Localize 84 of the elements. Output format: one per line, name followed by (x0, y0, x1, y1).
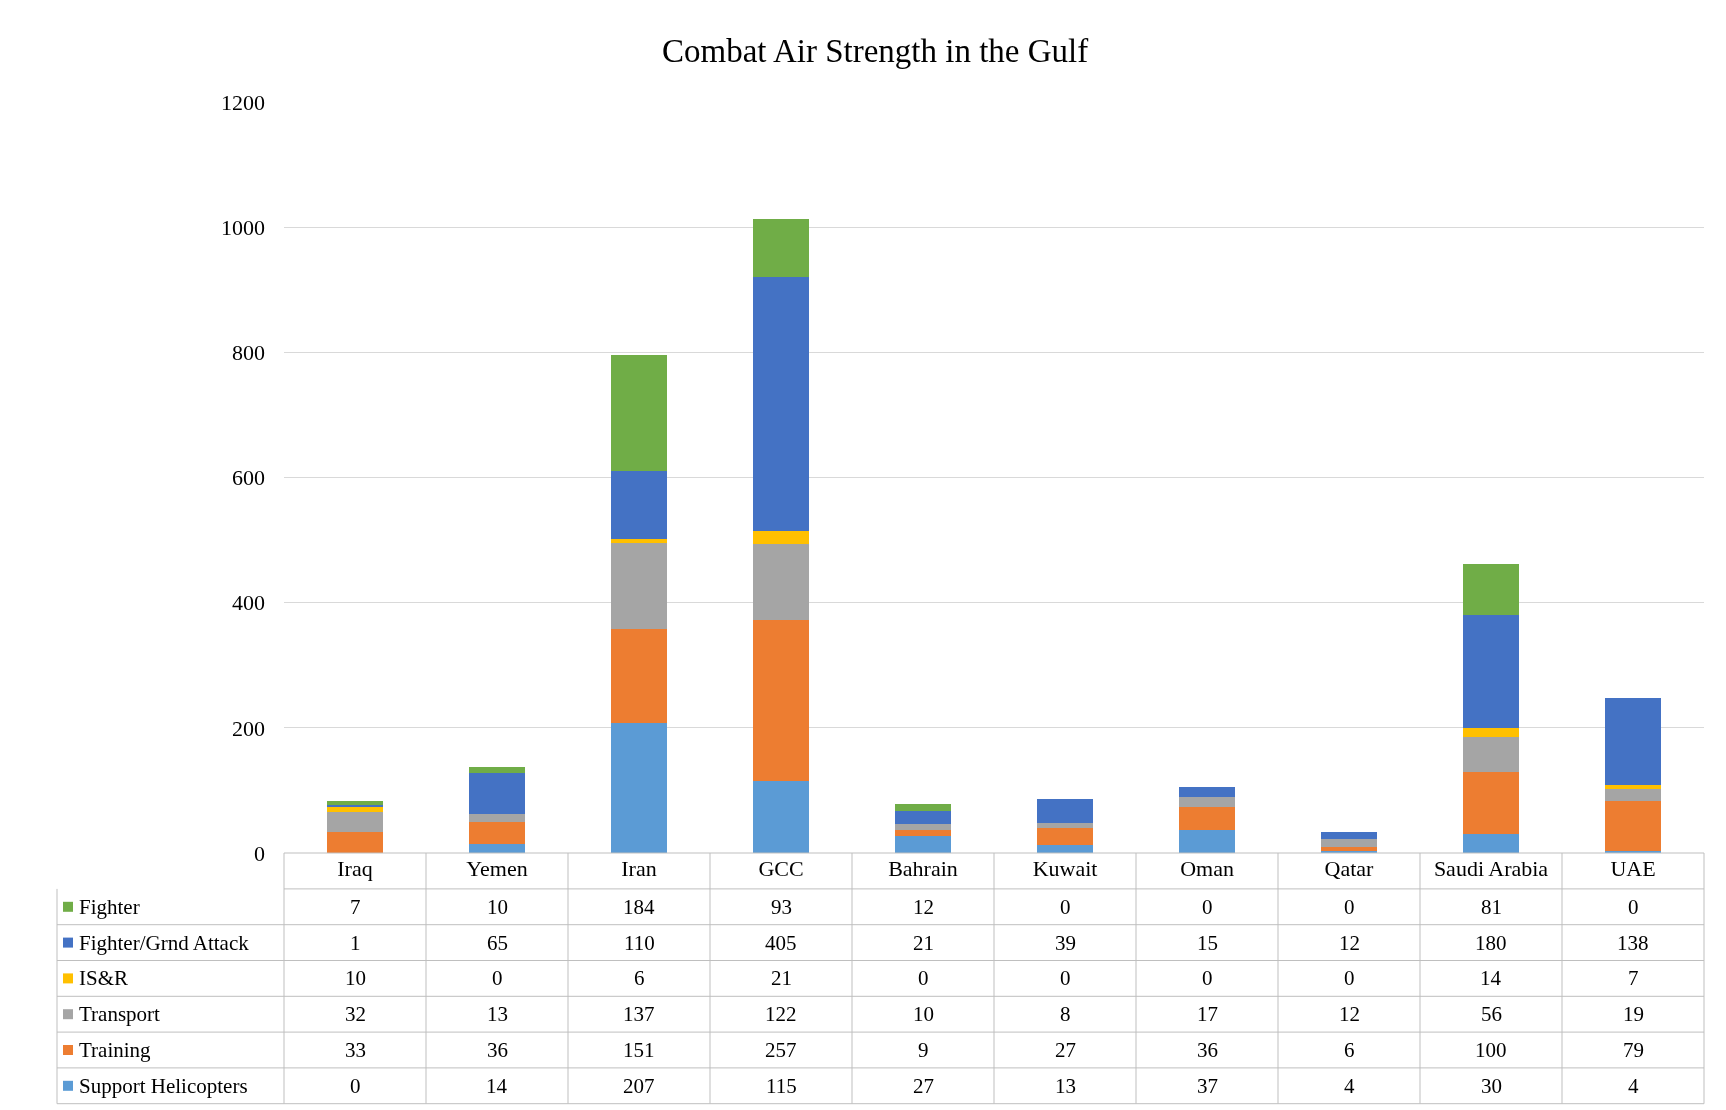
data-label: 93 (771, 895, 792, 919)
data-label: 39 (1055, 931, 1076, 955)
data-label: 12 (1339, 1002, 1360, 1026)
x-tick-label: Yemen (466, 856, 528, 881)
data-label: 13 (1055, 1074, 1076, 1098)
data-label: 10 (487, 895, 508, 919)
data-label: 0 (1202, 966, 1213, 990)
legend-label: Support Helicopters (79, 1074, 248, 1098)
data-label: 7 (1628, 966, 1639, 990)
chart-title: Combat Air Strength in the Gulf (662, 32, 1089, 69)
data-label: 37 (1197, 1074, 1218, 1098)
data-label: 6 (1344, 1038, 1355, 1062)
data-label: 115 (766, 1074, 797, 1098)
data-label: 27 (1055, 1038, 1076, 1062)
x-tick-label: Saudi Arabia (1433, 856, 1549, 881)
data-label: 36 (1197, 1038, 1218, 1062)
data-label: 6 (634, 966, 645, 990)
data-label: 122 (765, 1002, 797, 1026)
data-label: 8 (1060, 1002, 1071, 1026)
data-label: 13 (487, 1002, 508, 1026)
data-label: 0 (918, 966, 929, 990)
x-tick-label: GCC (758, 856, 804, 881)
data-label: 0 (1628, 895, 1639, 919)
data-label: 138 (1617, 931, 1649, 955)
data-label: 10 (913, 1002, 934, 1026)
legend-label: Fighter (79, 895, 140, 919)
x-tick-label: Kuwait (1032, 856, 1098, 881)
y-tick-label: 600 (232, 465, 265, 491)
y-tick-label: 1000 (221, 214, 265, 240)
data-label: 137 (623, 1002, 655, 1026)
data-label: 4 (1628, 1074, 1639, 1098)
data-label: 0 (350, 1074, 361, 1098)
data-label: 405 (765, 931, 797, 955)
data-label: 17 (1197, 1002, 1218, 1026)
data-label: 110 (624, 931, 655, 955)
x-tick-label: Oman (1180, 856, 1234, 881)
y-tick-label: 400 (232, 590, 265, 616)
data-label: 19 (1623, 1002, 1644, 1026)
data-label: 30 (1481, 1074, 1502, 1098)
y-tick-label: 1200 (221, 89, 265, 115)
data-label: 21 (913, 931, 934, 955)
data-label: 33 (345, 1038, 366, 1062)
x-tick-label: Iran (621, 856, 657, 881)
data-label: 14 (486, 1074, 508, 1098)
legend-label: Training (79, 1038, 152, 1062)
legend-label: Transport (79, 1002, 161, 1026)
data-label: 32 (345, 1002, 366, 1026)
legend-label: IS&R (79, 966, 129, 990)
data-label: 27 (913, 1074, 934, 1098)
data-label: 7 (350, 895, 361, 919)
data-label: 180 (1475, 931, 1507, 955)
data-label: 12 (913, 895, 934, 919)
y-tick-label: 800 (232, 340, 265, 366)
data-label: 0 (1202, 895, 1213, 919)
data-label: 65 (487, 931, 508, 955)
data-label: 257 (765, 1038, 797, 1062)
data-label: 0 (1344, 895, 1355, 919)
y-tick-label: 200 (232, 715, 265, 741)
x-tick-label: UAE (1610, 856, 1656, 881)
data-label: 81 (1481, 895, 1502, 919)
x-tick-label: Iraq (337, 856, 373, 881)
data-label: 0 (1344, 966, 1355, 990)
data-label: 0 (492, 966, 503, 990)
data-label: 184 (623, 895, 655, 919)
x-tick-label: Bahrain (888, 856, 958, 881)
data-label: 56 (1481, 1002, 1502, 1026)
data-label: 1 (350, 931, 361, 955)
data-label: 151 (623, 1038, 655, 1062)
data-label: 15 (1197, 931, 1218, 955)
data-label: 12 (1339, 931, 1360, 955)
data-label: 14 (1480, 966, 1502, 990)
data-label: 10 (345, 966, 366, 990)
data-label: 9 (918, 1038, 929, 1062)
data-label: 207 (623, 1074, 655, 1098)
data-label: 0 (1060, 966, 1071, 990)
x-tick-label: Qatar (1324, 856, 1375, 881)
data-label: 0 (1060, 895, 1071, 919)
data-label: 4 (1344, 1074, 1355, 1098)
data-label: 36 (487, 1038, 508, 1062)
legend-label: Fighter/Grnd Attack (79, 931, 250, 955)
y-tick-label: 0 (254, 840, 265, 866)
data-label: 21 (771, 966, 792, 990)
data-label: 100 (1475, 1038, 1507, 1062)
data-label: 79 (1623, 1038, 1644, 1062)
